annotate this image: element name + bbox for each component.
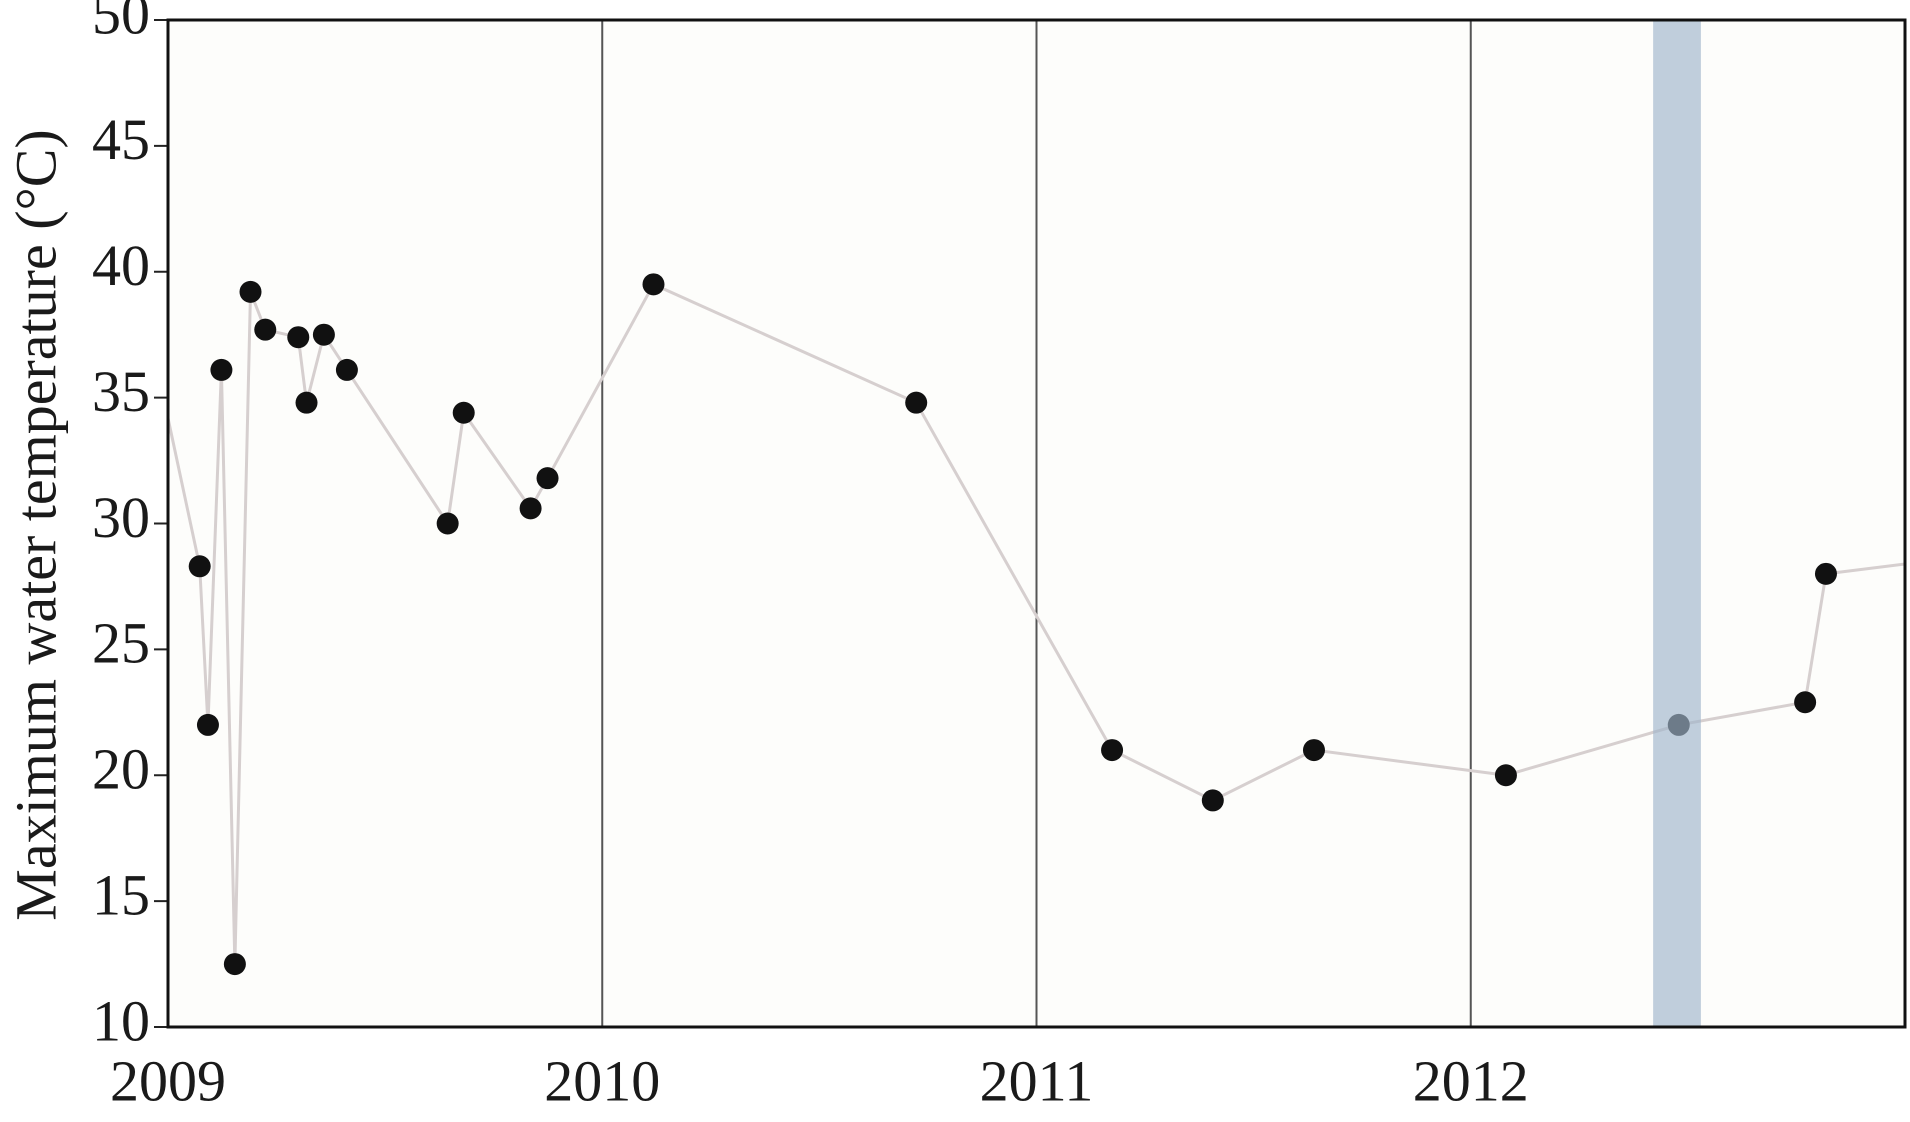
y-tick-label: 30 <box>92 485 150 550</box>
data-point <box>536 467 559 490</box>
data-point <box>254 318 277 341</box>
data-point <box>210 358 233 381</box>
data-point <box>1201 789 1224 812</box>
x-tick-label: 2011 <box>980 1048 1094 1113</box>
data-point <box>335 358 358 381</box>
data-point <box>642 273 665 296</box>
y-axis-title: Maximum water temperature (°C) <box>3 129 68 920</box>
data-point <box>287 326 310 349</box>
data-point <box>452 401 475 424</box>
data-point <box>1494 764 1517 787</box>
y-tick-label: 20 <box>92 737 150 802</box>
x-tick-label: 2009 <box>110 1048 226 1113</box>
data-point <box>1814 562 1837 585</box>
plot-layer <box>168 20 1905 1027</box>
y-tick-label: 25 <box>92 611 150 676</box>
y-tick-label: 40 <box>92 233 150 298</box>
y-tick-label: 35 <box>92 359 150 424</box>
plot-frame <box>166 18 1907 1029</box>
x-tick-label: 2012 <box>1413 1048 1529 1113</box>
y-tick-label: 50 <box>92 0 150 46</box>
data-point <box>1101 739 1124 762</box>
data-point <box>312 323 335 346</box>
data-point <box>223 953 246 976</box>
data-point <box>295 391 318 414</box>
y-tick-label: 15 <box>92 862 150 927</box>
data-point <box>239 280 262 303</box>
data-point <box>905 391 928 414</box>
y-tick-label: 45 <box>92 107 150 172</box>
highlight-band <box>1653 20 1701 1027</box>
data-point <box>196 713 219 736</box>
y-tick-label: 10 <box>92 988 150 1053</box>
data-point <box>1302 739 1325 762</box>
data-point <box>436 512 459 535</box>
data-point <box>519 497 542 520</box>
data-point <box>188 555 211 578</box>
data-point <box>1794 691 1817 714</box>
x-tick-label: 2010 <box>544 1048 660 1113</box>
